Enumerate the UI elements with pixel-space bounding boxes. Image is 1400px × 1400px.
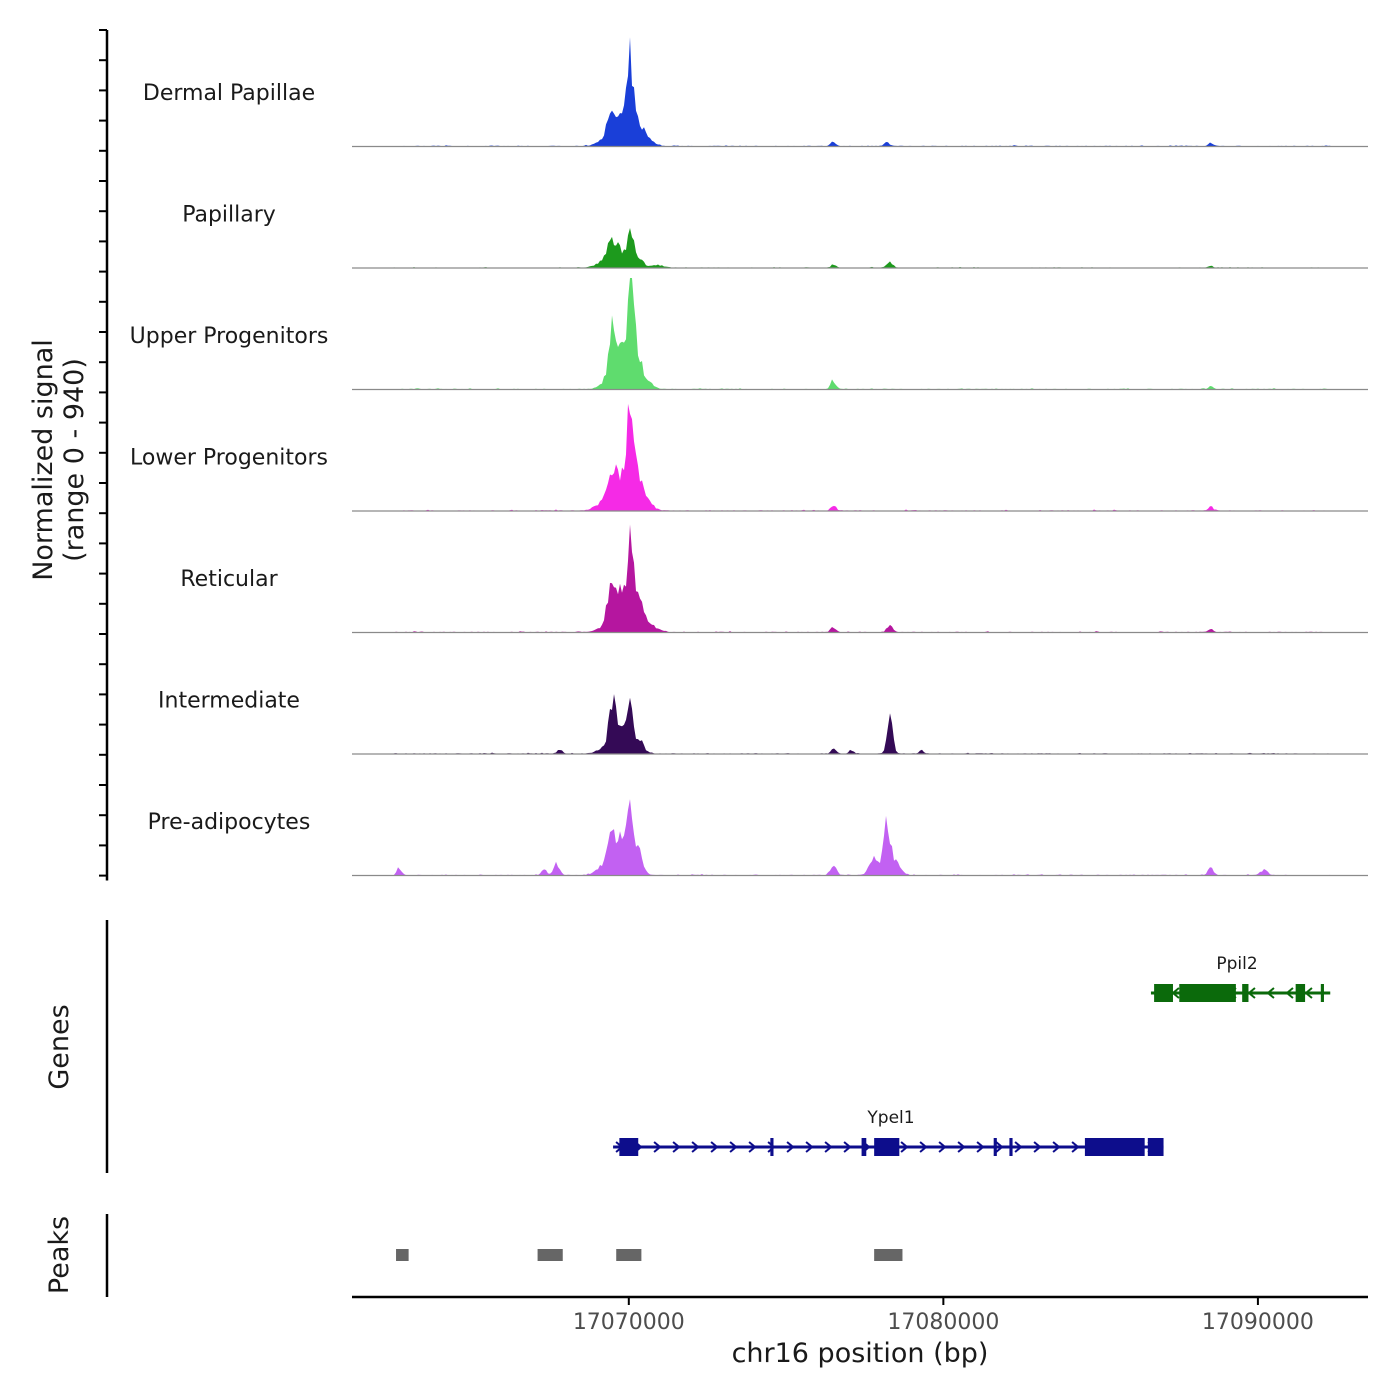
gene-exon xyxy=(1154,984,1173,1002)
strand-arrow xyxy=(786,1141,795,1153)
y-axis-label-line2: (range 0 - 940) xyxy=(59,358,90,562)
peak-track xyxy=(105,1214,903,1297)
gene-exon xyxy=(619,1138,639,1156)
peak-region xyxy=(396,1249,409,1261)
strand-arrow xyxy=(900,1141,909,1153)
signal-area xyxy=(352,278,1368,390)
x-tick-label: 17090000 xyxy=(1202,1310,1314,1335)
signal-area xyxy=(352,37,1368,147)
track-pre-adipocytes: Pre-adipocytes xyxy=(148,799,1368,877)
strand-arrow xyxy=(976,1141,985,1153)
gene-name-label: Ypel1 xyxy=(866,1108,914,1128)
genes-track-label: Genes xyxy=(44,1004,75,1089)
gene-exon xyxy=(1320,984,1324,1002)
strand-arrow xyxy=(691,1141,700,1153)
x-axis-label: chr16 position (bp) xyxy=(732,1338,989,1369)
strand-arrow xyxy=(824,1141,833,1153)
gene-exon xyxy=(861,1138,867,1156)
x-tick-label: 17070000 xyxy=(573,1310,685,1335)
track-intermediate: Intermediate xyxy=(158,689,1368,755)
gene-exon xyxy=(874,1138,900,1156)
track-dermal-papillae: Dermal Papillae xyxy=(143,37,1368,148)
strand-arrow xyxy=(1033,1141,1042,1153)
peaks-track-label: Peaks xyxy=(44,1216,75,1294)
gene-name-label: Ppil2 xyxy=(1216,954,1257,974)
track-label: Papillary xyxy=(182,203,276,228)
signal-area xyxy=(352,694,1368,754)
gene-exon xyxy=(1147,1138,1164,1156)
strand-arrow xyxy=(1052,1141,1061,1153)
gene-exon xyxy=(1179,984,1236,1002)
strand-arrow xyxy=(843,1141,852,1153)
gene-ypel1: Ypel1 xyxy=(613,1108,1164,1156)
track-lower-progenitors: Lower Progenitors xyxy=(130,403,1368,512)
gene-exon xyxy=(1009,1138,1013,1156)
strand-arrow xyxy=(748,1141,757,1153)
peak-region xyxy=(616,1249,642,1261)
signal-area xyxy=(352,403,1368,511)
strand-arrow xyxy=(1247,987,1256,999)
gene-exon xyxy=(770,1138,774,1156)
track-label: Lower Progenitors xyxy=(130,446,328,471)
strand-arrow xyxy=(1285,987,1294,999)
y-axis-label-line1: Normalized signal xyxy=(28,339,59,581)
strand-arrow xyxy=(919,1141,928,1153)
gene-exon xyxy=(1084,1138,1145,1156)
x-axis: 17070000 17080000 17090000 xyxy=(352,1295,1368,1335)
strand-arrow xyxy=(1304,987,1313,999)
peak-region xyxy=(537,1249,563,1261)
track-label: Dermal Papillae xyxy=(143,81,315,106)
strand-arrow xyxy=(672,1141,681,1153)
signal-area xyxy=(352,228,1368,268)
signal-area xyxy=(352,799,1368,876)
strand-arrow xyxy=(805,1141,814,1153)
gene-exon xyxy=(1242,984,1249,1002)
track-label: Reticular xyxy=(180,567,278,592)
track-reticular: Reticular xyxy=(180,524,1368,634)
strand-arrow xyxy=(729,1141,738,1153)
strand-arrow xyxy=(957,1141,966,1153)
strand-arrow xyxy=(1266,987,1275,999)
peak-region xyxy=(874,1249,903,1261)
track-papillary: Papillary xyxy=(182,203,1368,269)
strand-arrow xyxy=(938,1141,947,1153)
signal-area xyxy=(352,524,1368,633)
gene-track: Ppil2 Ypel1 xyxy=(105,920,1331,1173)
track-label: Upper Progenitors xyxy=(130,324,329,349)
gene-exon xyxy=(1295,984,1306,1002)
track-label: Intermediate xyxy=(158,689,300,714)
strand-arrow xyxy=(1014,1141,1023,1153)
track-label: Pre-adipocytes xyxy=(148,810,311,835)
x-tick-label: 17080000 xyxy=(887,1310,999,1335)
strand-arrow xyxy=(767,1141,776,1153)
strand-arrow xyxy=(995,1141,1004,1153)
coverage-tracks: Dermal Papillae Papillary Upper Progenitor… xyxy=(99,29,1368,881)
gene-exon xyxy=(993,1138,997,1156)
strand-arrow xyxy=(710,1141,719,1153)
gene-ppil2: Ppil2 xyxy=(1150,954,1331,1002)
track-upper-progenitors: Upper Progenitors xyxy=(130,278,1368,391)
strand-arrow xyxy=(1071,1141,1080,1153)
strand-arrow xyxy=(653,1141,662,1153)
